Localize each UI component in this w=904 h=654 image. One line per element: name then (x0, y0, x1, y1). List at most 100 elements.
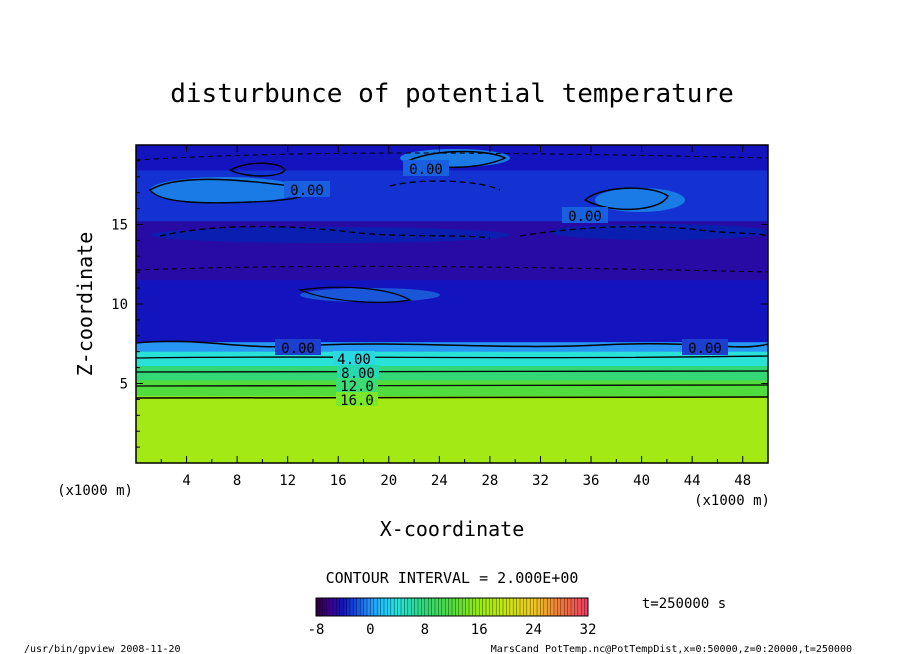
x-tick-label: 16 (330, 473, 347, 489)
contour-labels: 0.00 0.00 0.00 0.00 0.00 4.00 8.00 12.0 … (275, 160, 728, 409)
field-layer (136, 280, 768, 343)
colorbar-tick-label: -8 (308, 622, 325, 638)
colorbar-swatch (465, 598, 470, 616)
x-unit-label-right: (x1000 m) (694, 493, 770, 509)
colorbar-tick-label: 8 (421, 622, 429, 638)
colorbar-tick-label: 0 (366, 622, 374, 638)
colorbar-swatch (560, 598, 565, 616)
colorbar-swatch (455, 598, 460, 616)
x-axis: 4 8 12 16 20 24 28 32 36 40 44 48 (160, 145, 751, 489)
colorbar-swatch (537, 598, 541, 616)
contour-negative (136, 152, 768, 161)
warm-anomaly (595, 188, 685, 212)
colorbar-swatch (353, 598, 358, 616)
colorbar-swatch (421, 598, 426, 616)
x-tick-label: 12 (279, 473, 296, 489)
colorbar-swatch (394, 598, 398, 616)
contour-negative (389, 180, 501, 191)
colorbar-swatch (469, 598, 473, 616)
colorbar-swatch (333, 598, 337, 616)
colorbar-swatch (445, 598, 449, 616)
contour-interval-text: CONTOUR INTERVAL = 2.000E+00 (326, 569, 579, 587)
footer-right: MarsCand_PotTemp.nc@PotTempDist,x=0:5000… (491, 644, 852, 654)
x-tick-label: 36 (583, 473, 600, 489)
colorbar-swatch (384, 598, 388, 616)
colorbar-swatch (448, 598, 453, 616)
colorbar-ticks: -8 0 8 16 24 32 (308, 622, 597, 638)
colorbar-swatch (509, 598, 514, 616)
colorbar-swatch (407, 598, 412, 616)
contour-label: 16.0 (340, 393, 374, 409)
colorbar-swatch (336, 598, 341, 616)
contour-4 (136, 355, 768, 359)
colorbar-swatch (316, 598, 320, 616)
colorbar-swatch (584, 598, 589, 616)
colorbar-swatch (462, 598, 466, 616)
contour-label-bg (333, 351, 375, 365)
warm-anomaly (150, 177, 300, 203)
colorbar-swatch (581, 598, 585, 616)
colorbar-swatch (370, 598, 375, 616)
colorbar-swatch (458, 598, 463, 616)
colorbar-swatch (367, 598, 371, 616)
colorbar-swatch (506, 598, 511, 616)
contour-label: 0.00 (281, 341, 315, 357)
colorbar-swatch (397, 598, 402, 616)
colorbar-swatch (482, 598, 487, 616)
contour-12 (136, 384, 768, 387)
contour-label-bg (337, 365, 379, 379)
colorbar-swatch (533, 598, 538, 616)
cold-anomaly (150, 227, 510, 243)
x-tick-label: 40 (633, 473, 650, 489)
colorbar-tick-label: 16 (471, 622, 488, 638)
colorbar-swatch (547, 598, 551, 616)
colorbar-swatch (346, 598, 351, 616)
field-layer (136, 366, 768, 381)
colorbar-swatch (574, 598, 579, 616)
field-layer (136, 342, 768, 353)
colorbar-swatch (329, 598, 334, 616)
contour-label-bg (403, 160, 449, 176)
colorbar-swatch (540, 598, 545, 616)
colorbar-swatch (441, 598, 446, 616)
colorbar-swatch (360, 598, 364, 616)
field-layer (136, 380, 768, 397)
y-tick-label: 5 (120, 377, 128, 393)
contour-label: 0.00 (409, 162, 443, 178)
colorbar-swatch (401, 598, 405, 616)
contour-zero (583, 187, 669, 210)
time-stamp: t=250000 s (642, 596, 726, 612)
x-tick-label: 20 (380, 473, 397, 489)
contour-label: 0.00 (568, 209, 602, 225)
colorbar-swatch (438, 598, 443, 616)
colorbar-swatch (503, 598, 507, 616)
colorbar-swatch (319, 598, 324, 616)
colorbar-swatch (516, 598, 521, 616)
colorbar-swatch (380, 598, 385, 616)
contour-label-bg (275, 339, 321, 355)
colorbar-swatch (356, 598, 361, 616)
colorbar-swatch (431, 598, 436, 616)
colorbar-swatch (452, 598, 456, 616)
colorbar-swatch (363, 598, 368, 616)
colorbar-swatch (373, 598, 378, 616)
contour-16 (136, 396, 768, 399)
x-tick-label: 32 (532, 473, 549, 489)
colorbar-tick-label: 32 (580, 622, 597, 638)
x-tick-label: 48 (734, 473, 751, 489)
warm-anomaly (300, 288, 440, 302)
contour-label-bg (336, 392, 378, 406)
chart-title: disturbunce of potential temperature (170, 79, 734, 109)
colorbar-swatch (377, 598, 381, 616)
plot-area: 0.00 0.00 0.00 0.00 0.00 4.00 8.00 12.0 … (136, 145, 768, 463)
colorbar-swatch (571, 598, 575, 616)
colorbar-swatch (526, 598, 531, 616)
contour-label-bg (336, 378, 378, 392)
colorbar-swatch (499, 598, 504, 616)
colorbar-swatch (567, 598, 572, 616)
contour-zero (297, 286, 412, 303)
field-layer (136, 351, 768, 367)
x-unit-label-left: (x1000 m) (57, 483, 133, 499)
colorbar-swatch (543, 598, 548, 616)
colorbar-swatch (550, 598, 555, 616)
